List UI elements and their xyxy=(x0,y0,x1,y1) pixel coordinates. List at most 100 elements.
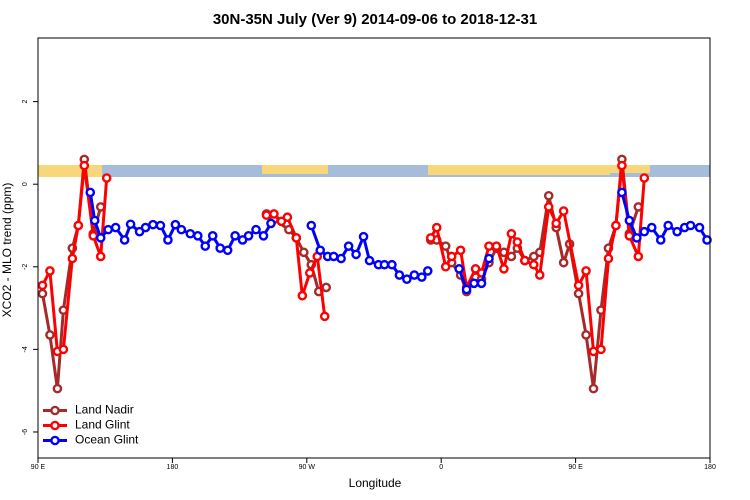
data-point xyxy=(446,251,457,262)
data-point xyxy=(596,344,606,355)
chart-title: 30N-35N July (Ver 9) 2014-09-06 to 2018-… xyxy=(213,11,537,28)
legend-marker xyxy=(50,435,60,446)
legend-label: Ocean Glint xyxy=(75,433,139,447)
legend-label: Land Glint xyxy=(75,418,130,432)
legend-label: Land Nadir xyxy=(75,403,134,417)
land-band xyxy=(610,165,650,173)
data-point xyxy=(551,218,561,229)
data-point xyxy=(297,290,308,301)
data-point xyxy=(402,274,412,284)
data-point xyxy=(261,210,272,220)
data-point xyxy=(603,253,614,264)
data-point xyxy=(258,231,269,241)
data-point xyxy=(633,251,644,262)
y-tick-label: -4 xyxy=(22,346,29,352)
data-point xyxy=(170,219,181,230)
data-point xyxy=(422,266,433,276)
x-tick-label: 90 E xyxy=(31,464,46,471)
data-point xyxy=(110,222,121,233)
data-point xyxy=(491,241,502,251)
data-point xyxy=(416,272,427,282)
data-point xyxy=(624,215,635,226)
data-point xyxy=(85,187,96,198)
data-point xyxy=(266,218,276,229)
data-point xyxy=(58,344,69,355)
data-point xyxy=(639,226,650,237)
data-point xyxy=(639,173,650,183)
data-point xyxy=(364,255,375,266)
data-point xyxy=(512,237,523,247)
data-point xyxy=(528,259,539,270)
data-point xyxy=(387,259,397,270)
data-point xyxy=(215,243,225,254)
land-ocean-strip xyxy=(38,165,710,177)
data-point xyxy=(243,231,254,241)
legend-marker xyxy=(50,420,60,431)
data-point xyxy=(694,222,705,233)
data-point xyxy=(230,231,240,241)
data-point xyxy=(315,245,326,256)
x-tick-label: 0 xyxy=(439,464,443,471)
data-point xyxy=(534,270,545,280)
data-point xyxy=(558,257,569,268)
data-point xyxy=(299,247,309,258)
data-point xyxy=(251,224,261,235)
y-tick-label: 2 xyxy=(22,100,29,104)
data-point xyxy=(222,245,233,256)
data-point xyxy=(95,251,106,262)
data-point xyxy=(95,233,106,243)
data-point xyxy=(176,224,187,235)
data-point xyxy=(163,235,173,245)
data-point xyxy=(304,268,315,278)
data-point xyxy=(155,220,166,231)
data-point xyxy=(101,173,112,183)
data-point xyxy=(45,266,55,276)
data-point xyxy=(409,270,420,280)
data-point xyxy=(573,280,584,291)
data-point xyxy=(558,206,569,216)
data-point xyxy=(319,311,330,322)
data-point xyxy=(351,249,361,260)
data-point xyxy=(328,251,339,262)
data-point xyxy=(269,209,279,219)
land-band xyxy=(262,165,328,174)
x-tick-label: 180 xyxy=(167,464,179,471)
data-point xyxy=(484,241,494,251)
data-point xyxy=(520,255,530,266)
data-point xyxy=(543,190,554,201)
data-point xyxy=(394,270,405,280)
data-point xyxy=(119,235,130,245)
data-point xyxy=(336,253,346,264)
data-point xyxy=(89,215,100,226)
data-point xyxy=(588,346,599,357)
y-tick-label: -2 xyxy=(22,264,29,270)
data-point xyxy=(646,222,657,233)
data-point xyxy=(291,233,302,243)
data-point xyxy=(543,202,554,212)
data-point xyxy=(702,235,712,245)
data-point xyxy=(454,264,464,274)
data-point xyxy=(140,222,151,233)
data-point xyxy=(192,231,203,241)
data-point xyxy=(379,259,390,270)
data-point xyxy=(440,241,451,251)
data-point xyxy=(321,282,332,293)
data-point xyxy=(207,231,218,241)
data-point xyxy=(469,278,479,289)
data-point xyxy=(617,187,627,198)
data-point xyxy=(306,220,317,231)
x-tick-label: 180 xyxy=(704,464,716,471)
data-point xyxy=(617,160,627,171)
data-point xyxy=(455,245,466,256)
plot-frame xyxy=(37,37,711,459)
data-point xyxy=(431,222,442,233)
data-point xyxy=(573,288,584,299)
data-point xyxy=(588,383,599,394)
data-point xyxy=(506,228,517,239)
data-point xyxy=(663,220,673,231)
land-band xyxy=(38,165,102,177)
legend-marker xyxy=(50,405,60,416)
data-point xyxy=(73,220,84,231)
